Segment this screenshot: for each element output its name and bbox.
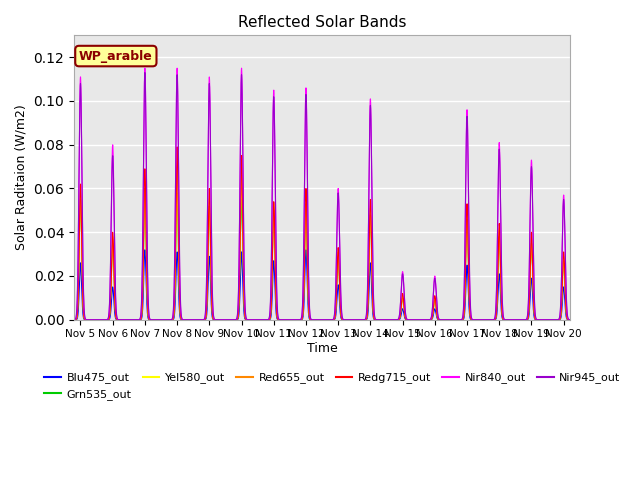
Yel580_out: [368, 247, 376, 253]
Nir945_out: [393, 317, 401, 323]
Nir840_out: [368, 167, 376, 173]
Title: Reflected Solar Bands: Reflected Solar Bands: [238, 15, 406, 30]
Blu475_out: [141, 247, 148, 252]
Blu475_out: [260, 317, 268, 323]
Grn535_out: [70, 317, 78, 323]
Nir945_out: [141, 70, 148, 75]
Grn535_out: [260, 317, 268, 323]
Grn535_out: [440, 317, 448, 323]
Redg715_out: [566, 317, 574, 323]
Nir945_out: [368, 167, 376, 172]
Yel580_out: [393, 317, 401, 323]
Nir945_out: [70, 317, 78, 323]
Redg715_out: [160, 317, 168, 323]
Yel580_out: [415, 317, 422, 323]
Text: WP_arable: WP_arable: [79, 49, 153, 62]
Yel580_out: [478, 317, 486, 323]
Red655_out: [478, 317, 486, 323]
Blu475_out: [393, 317, 401, 323]
Redg715_out: [478, 317, 486, 323]
Nir840_out: [393, 317, 401, 323]
Legend: Blu475_out, Grn535_out, Yel580_out, Red655_out, Redg715_out, Nir840_out, Nir945_: Blu475_out, Grn535_out, Yel580_out, Red6…: [40, 368, 625, 404]
Blu475_out: [415, 317, 422, 323]
Red655_out: [440, 317, 448, 323]
Nir840_out: [440, 317, 448, 323]
Nir945_out: [260, 317, 268, 323]
Blu475_out: [440, 317, 448, 323]
Nir945_out: [478, 317, 486, 323]
Red655_out: [415, 317, 422, 323]
Nir840_out: [478, 317, 486, 323]
Redg715_out: [260, 317, 268, 323]
Nir945_out: [415, 317, 422, 323]
Nir840_out: [260, 317, 268, 323]
Line: Redg715_out: Redg715_out: [74, 147, 570, 320]
Red655_out: [70, 317, 78, 323]
Nir840_out: [566, 317, 574, 323]
Blu475_out: [566, 317, 574, 323]
Redg715_out: [415, 317, 422, 323]
Nir840_out: [70, 317, 78, 323]
Redg715_out: [368, 241, 376, 247]
Grn535_out: [368, 251, 376, 257]
Line: Grn535_out: Grn535_out: [74, 199, 570, 320]
Grn535_out: [160, 317, 168, 323]
Red655_out: [173, 164, 181, 169]
Redg715_out: [393, 317, 401, 323]
Red655_out: [566, 317, 574, 323]
X-axis label: Time: Time: [307, 342, 337, 355]
Red655_out: [393, 317, 401, 323]
Yel580_out: [237, 175, 245, 180]
Line: Yel580_out: Yel580_out: [74, 178, 570, 320]
Yel580_out: [160, 317, 168, 323]
Red655_out: [368, 251, 376, 257]
Yel580_out: [440, 317, 448, 323]
Yel580_out: [566, 317, 574, 323]
Yel580_out: [70, 317, 78, 323]
Blu475_out: [161, 317, 168, 323]
Line: Blu475_out: Blu475_out: [74, 250, 570, 320]
Grn535_out: [415, 317, 422, 323]
Grn535_out: [478, 317, 486, 323]
Redg715_out: [440, 317, 448, 323]
Grn535_out: [566, 317, 574, 323]
Redg715_out: [173, 144, 181, 150]
Y-axis label: Solar Raditaion (W/m2): Solar Raditaion (W/m2): [15, 105, 28, 251]
Nir945_out: [440, 317, 448, 323]
Nir945_out: [161, 317, 168, 323]
Nir840_out: [160, 317, 168, 323]
Grn535_out: [393, 317, 401, 323]
Red655_out: [160, 317, 168, 323]
Nir945_out: [566, 317, 574, 323]
Line: Red655_out: Red655_out: [74, 167, 570, 320]
Yel580_out: [260, 317, 268, 323]
Line: Nir945_out: Nir945_out: [74, 72, 570, 320]
Red655_out: [260, 317, 268, 323]
Redg715_out: [70, 317, 78, 323]
Blu475_out: [368, 285, 376, 291]
Nir840_out: [415, 317, 422, 323]
Blu475_out: [478, 317, 486, 323]
Grn535_out: [237, 196, 245, 202]
Blu475_out: [70, 317, 78, 323]
Line: Nir840_out: Nir840_out: [74, 68, 570, 320]
Nir840_out: [237, 65, 245, 71]
